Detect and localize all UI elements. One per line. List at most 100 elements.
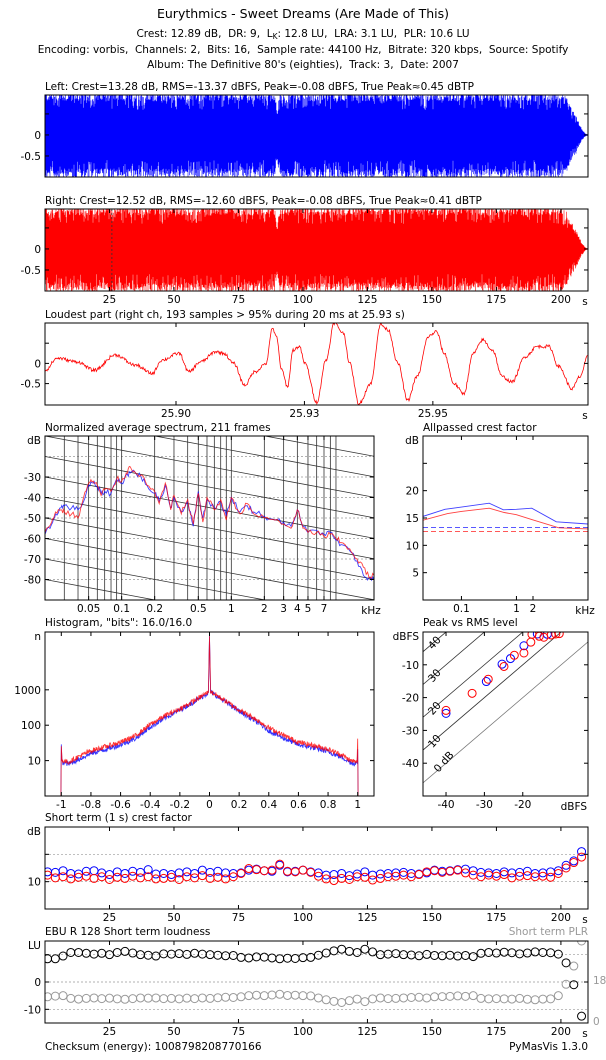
summary-lk-lra-plr: : 12.8 LU, LRA: 3.1 LU, PLR: 10.6 LU (277, 28, 470, 40)
crest-point-right (97, 872, 107, 882)
plr-point (174, 994, 184, 1004)
peak-rms-point-right (467, 688, 477, 698)
loudness-point (437, 951, 447, 961)
x-tick-label: 25 (103, 1026, 116, 1038)
y-tick-label: -0.5 (21, 151, 42, 163)
spectrum-reference-line (262, 436, 374, 457)
y-axis-label: dB (27, 435, 41, 447)
x-tick-label: 50 (167, 912, 180, 924)
crest-point-right (45, 870, 53, 880)
crest-point-right (197, 871, 207, 881)
plr-point (97, 994, 107, 1004)
histogram-line-left (45, 636, 374, 796)
spectrum-plot-area (45, 436, 374, 600)
x-tick-label: 175 (486, 1026, 506, 1038)
loudness-point (275, 954, 285, 964)
y-tick-label: 10 (406, 540, 419, 552)
plr-point (468, 991, 478, 1001)
loudness-point (120, 946, 130, 956)
crest-point-right (174, 874, 184, 884)
allpassed-line-right (423, 507, 588, 530)
crest-point-left (577, 847, 587, 857)
histogram-frame (44, 631, 375, 797)
right-axes: 0 -0.5 25 50 75 100 125 150 175 200 s (21, 208, 589, 308)
summary-lk-subscript: K (272, 32, 278, 41)
plr-point (182, 993, 192, 1003)
plr-point (58, 991, 68, 1001)
short-term-crest-title: Short term (1 s) crest factor (45, 812, 192, 824)
plr-point (422, 993, 432, 1003)
loudness-point (414, 951, 424, 961)
histogram-axes: 1000 100 10 -1 -0.8 -0.6 -0.4 -0.2 0 0.2 0.4 0.6 0.8… (14, 631, 375, 811)
plr-point (337, 998, 347, 1007)
plr-point (383, 994, 393, 1004)
loudness-point (499, 947, 509, 957)
loudness-point (515, 949, 525, 959)
peak-vs-rms-axes: -10 -20 -30 -40 -40 -30 -20 dBFS dBFS (393, 631, 589, 813)
loudness-point (476, 948, 486, 958)
plr-point (74, 994, 84, 1004)
plr-point (143, 993, 153, 1003)
short-term-plr-title: Short term PLR (508, 926, 588, 938)
loudness-point (383, 949, 393, 959)
plr-point (112, 994, 122, 1004)
y-axis-label: n (34, 631, 41, 643)
y-tick-label: -50 (24, 513, 41, 525)
x-tick-label: -20 (514, 799, 531, 811)
plr-point (159, 994, 169, 1004)
y-tick-label: -40 (24, 493, 41, 505)
allpassed-axes: 20 15 10 5 0.1 1 2 kHz dB (405, 435, 595, 617)
short-term-crest-frame (44, 826, 589, 910)
crest-point-right (159, 873, 169, 883)
plr-point (522, 994, 532, 1004)
plr-point (66, 993, 76, 1003)
y-tick-label: 5 (412, 568, 419, 580)
y-axis-label: LU (28, 940, 41, 952)
short-term-crest-plot-area (45, 847, 588, 886)
loudness-point (159, 949, 169, 959)
plr-point (453, 991, 463, 1001)
peak-rms-point-right (483, 674, 493, 684)
crest-reference-line (423, 641, 588, 784)
spectrum-line-left (45, 469, 374, 582)
loudness-point (468, 952, 478, 962)
peak-rms-point-left (441, 708, 451, 718)
crest-point-right (298, 865, 308, 875)
crest-point-right (577, 852, 587, 862)
right-frame (44, 208, 589, 292)
loudest-frame (44, 322, 589, 406)
loudness-point (221, 951, 231, 961)
x-tick-label: 3 (280, 603, 287, 615)
x-tick-label: 1 (513, 603, 520, 615)
crest-point-right (329, 876, 339, 886)
loudest-part-title: Loudest part (right ch, 193 samples > 95… (45, 309, 405, 321)
plr-point (499, 994, 509, 1004)
plr-point (50, 991, 60, 1001)
x-tick-label: -1 (56, 799, 66, 811)
plr-point (259, 991, 269, 1001)
loudness-point (337, 944, 347, 954)
crest-point-right (58, 872, 68, 882)
ebu-short-term-plot-area (45, 941, 588, 1021)
allpassed-plot-area (423, 502, 588, 533)
peak-rms-point-left (481, 677, 491, 687)
peak-rms-point-right (509, 650, 519, 660)
x-tick-label: 75 (232, 912, 245, 924)
x-tick-label: 0.05 (77, 603, 100, 615)
x-tick-label: 0.1 (453, 603, 470, 615)
plr-point (89, 993, 99, 1003)
x-unit-label: s (582, 1028, 587, 1040)
y-tick-label: -10 (24, 1004, 41, 1016)
plr-point (430, 992, 440, 1002)
y-tick-label: -20 (402, 693, 419, 705)
crest-point-left (360, 867, 370, 877)
left-frame (44, 94, 589, 178)
loudness-point (538, 947, 548, 957)
spectrum-axes: -30 -40 -50 -60 -70 -80 0.05 0.1 0.2 0.5 1 2 3 4 5 7 kHz… (24, 435, 381, 617)
plr-point (507, 994, 517, 1004)
loudness-point (166, 949, 176, 959)
x-tick-label: 150 (422, 1026, 442, 1038)
x-tick-label: 100 (293, 912, 313, 924)
x-tick-label: 2 (530, 603, 537, 615)
